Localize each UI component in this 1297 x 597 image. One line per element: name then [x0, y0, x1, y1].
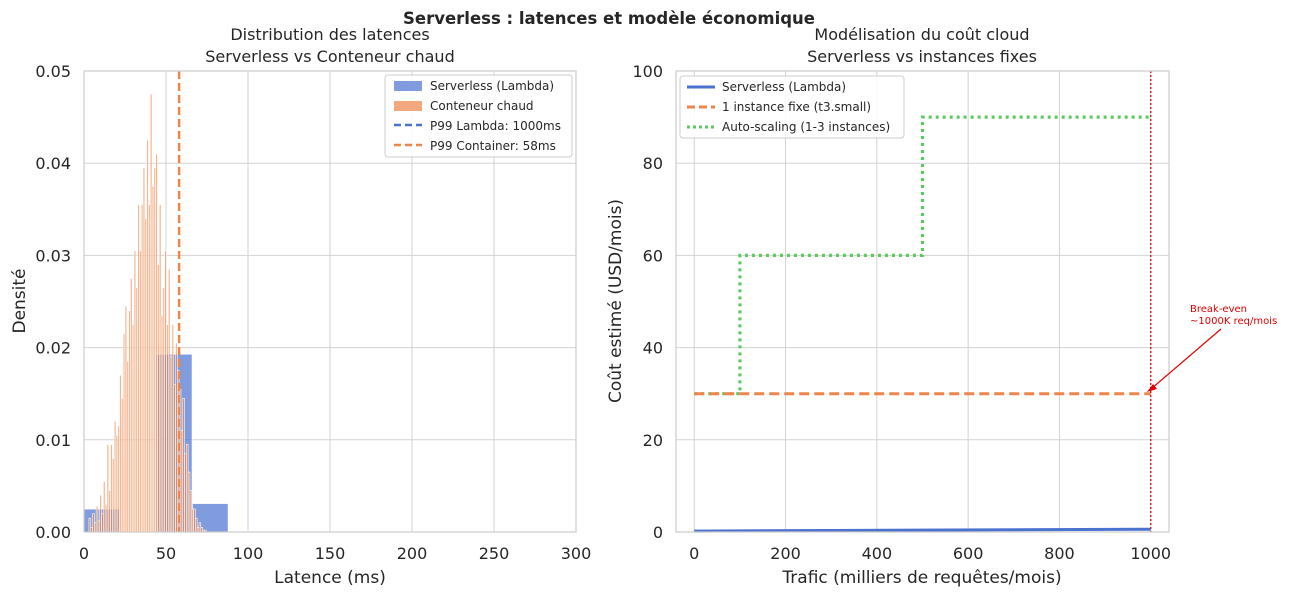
- latency-x-tick-label: 150: [315, 544, 346, 563]
- latency-y-tick-label: 0.04: [35, 154, 71, 173]
- cost-y-tick-label: 20: [643, 431, 663, 450]
- breakeven-arrow-shaft: [1150, 328, 1222, 390]
- cost-y-axis-label: Coût estimé (USD/mois): [606, 199, 626, 403]
- cost-chart-title-line2: Serverless vs instances fixes: [807, 47, 1037, 66]
- cost-x-tick-label: 600: [953, 544, 984, 563]
- latency-x-tick-label: 0: [79, 544, 89, 563]
- autoscaling-cost-line: [694, 115, 1151, 396]
- legend-label-p99-lambda: P99 Lambda: 1000ms: [430, 119, 561, 133]
- latency-legend-box: [384, 74, 573, 158]
- cost-y-tick-label: 80: [643, 154, 663, 173]
- legend-label-p99-container: P99 Container: 58ms: [430, 139, 556, 153]
- cost-legend: Serverless (Lambda) 1 instance fixe (t3.…: [679, 75, 905, 139]
- latency-x-tick-label: 200: [397, 544, 428, 563]
- cost-legend-box: [679, 75, 905, 139]
- latency-x-tick-label: 250: [479, 544, 510, 563]
- cost-x-tick-label: 0: [689, 544, 699, 563]
- figure-suptitle: Serverless : latences et modèle économiq…: [403, 9, 815, 28]
- cost-model-chart: Modélisation du coût cloud Serverless vs…: [606, 25, 1277, 588]
- legend-label-fixed-instance: 1 instance fixe (t3.small): [722, 100, 871, 114]
- latency-x-tick-labels: 0 50 100 150 200 250 300: [79, 544, 591, 563]
- latency-y-tick-label: 0.02: [35, 339, 71, 358]
- cost-plot-frame: [675, 70, 1170, 533]
- cost-chart-title-line1: Modélisation du coût cloud: [814, 25, 1029, 44]
- latency-y-tick-label: 0.05: [35, 62, 71, 81]
- breakeven-annotation: Break-even ~1000K req/mois: [1147, 304, 1277, 392]
- cost-x-tick-label: 200: [770, 544, 801, 563]
- cost-x-tick-labels: 0 200 400 600 800 1000: [689, 544, 1171, 563]
- cost-y-tick-label: 60: [643, 246, 663, 265]
- latency-y-tick-label: 0.03: [35, 246, 71, 265]
- cost-y-tick-label: 0: [653, 523, 663, 542]
- latency-y-tick-label: 0.01: [35, 431, 71, 450]
- latency-histogram-chart: Distribution des latences Serverless vs …: [10, 25, 591, 588]
- latency-x-tick-label: 100: [233, 544, 264, 563]
- cost-y-tick-labels: 0 20 40 60 80 100: [632, 62, 663, 542]
- latency-plot-frame: [83, 70, 577, 533]
- latency-chart-title-line1: Distribution des latences: [230, 25, 429, 44]
- cost-y-tick-label: 40: [643, 339, 663, 358]
- cost-y-tick-label: 100: [632, 62, 663, 81]
- latency-chart-title-line2: Serverless vs Conteneur chaud: [205, 47, 454, 66]
- cost-x-tick-label: 1000: [1130, 544, 1171, 563]
- legend-label-serverless: Serverless (Lambda): [722, 80, 846, 94]
- legend-label-autoscaling: Auto-scaling (1-3 instances): [722, 120, 890, 134]
- latency-y-tick-labels: 0.00 0.01 0.02 0.03 0.04 0.05: [35, 62, 71, 542]
- legend-swatch-container: [394, 101, 422, 111]
- latency-y-tick-label: 0.00: [35, 523, 71, 542]
- breakeven-arrow-head: [1147, 384, 1157, 392]
- latency-legend: Serverless (Lambda) Conteneur chaud P99 …: [384, 74, 573, 158]
- breakeven-annotation-line1: Break-even: [1190, 304, 1247, 315]
- latency-x-axis-label: Latence (ms): [274, 568, 386, 588]
- latency-x-tick-label: 50: [156, 544, 176, 563]
- cost-x-axis-label: Trafic (milliers de requêtes/mois): [781, 568, 1061, 588]
- cost-x-tick-label: 800: [1044, 544, 1075, 563]
- serverless-cost-line: [694, 527, 1151, 533]
- breakeven-annotation-line2: ~1000K req/mois: [1190, 316, 1277, 327]
- cost-gridlines: [676, 70, 1169, 533]
- latency-y-axis-label: Densité: [10, 268, 30, 333]
- cost-x-tick-label: 400: [862, 544, 893, 563]
- legend-swatch-lambda: [394, 81, 422, 91]
- latency-x-tick-label: 300: [561, 544, 592, 563]
- legend-label-container: Conteneur chaud: [430, 99, 534, 113]
- legend-label-lambda: Serverless (Lambda): [430, 79, 554, 93]
